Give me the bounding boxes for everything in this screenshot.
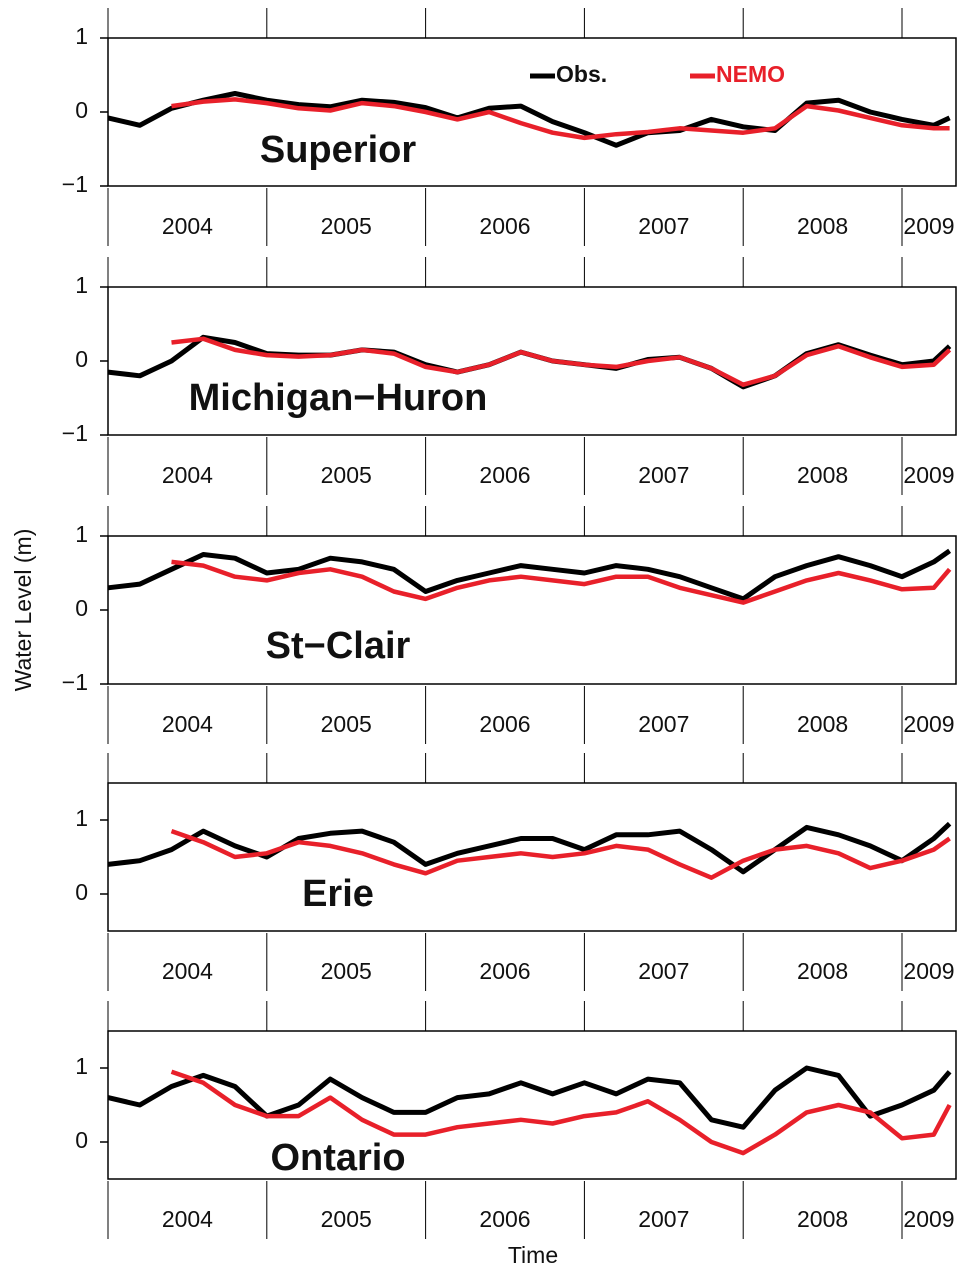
x-tick-label: 2006 [479,462,530,488]
x-tick-label: 2009 [903,1206,954,1232]
y-tick-label: 0 [75,879,88,905]
x-tick-label: 2008 [797,213,848,239]
panel-title: Erie [302,873,374,915]
x-tick-label: 2004 [162,711,213,737]
x-tick-label: 2006 [479,213,530,239]
y-tick-label: 0 [75,97,88,123]
x-tick-label: 2005 [321,1206,372,1232]
y-tick-label: 1 [75,805,88,831]
x-tick-label: 2007 [638,462,689,488]
x-tick-label: 2009 [903,462,954,488]
panel-title: Superior [260,129,416,171]
y-tick-label: −1 [62,420,88,446]
y-tick-label: −1 [62,171,88,197]
y-tick-label: 1 [75,272,88,298]
y-tick-label: 1 [75,1053,88,1079]
legend-label: Obs. [556,61,607,87]
plot-frame [107,1030,957,1180]
x-tick-label: 2004 [162,213,213,239]
plot-frame [107,37,957,187]
legend-label: NEMO [716,61,785,87]
series-line [170,828,951,880]
x-tick-label: 2009 [903,958,954,984]
x-tick-label: 2006 [479,711,530,737]
x-tick-label: 2008 [797,958,848,984]
x-tick-label: 2008 [797,462,848,488]
series-line [171,336,952,387]
y-tick-label: 1 [75,521,88,547]
series-line [171,559,952,605]
series-line [107,821,952,875]
y-tick-label: 0 [75,346,88,372]
x-tick-label: 2007 [638,213,689,239]
panel-title: St−Clair [266,625,411,667]
plot-frame [107,286,957,436]
x-tick-label: 2007 [638,958,689,984]
y-tick-label: 0 [75,595,88,621]
x-tick-label: 2006 [479,1206,530,1232]
x-tick-label: 2004 [162,462,213,488]
plot-frame [107,782,957,932]
x-tick-label: 2005 [321,958,372,984]
x-tick-label: 2005 [321,711,372,737]
y-tick-label: 0 [75,1127,88,1153]
panel-title: Ontario [270,1137,405,1179]
series-line [107,548,952,602]
x-tick-label: 2009 [903,213,954,239]
series-line [107,91,951,148]
x-tick-label: 2007 [638,1206,689,1232]
x-tick-label: 2004 [162,1206,213,1232]
y-tick-label: −1 [62,669,88,695]
series-line [171,97,950,141]
plot-frame [107,535,957,685]
x-tick-label: 2005 [321,462,372,488]
y-tick-label: 1 [75,23,88,49]
series-line [170,1069,952,1156]
series-line [107,1065,952,1130]
panel-title: Michigan−Huron [189,377,488,419]
x-tick-label: 2007 [638,711,689,737]
x-tick-label: 2009 [903,711,954,737]
x-tick-label: 2008 [797,711,848,737]
x-tick-label: 2005 [321,213,372,239]
x-axis-label: Time [508,1242,558,1268]
x-tick-label: 2004 [162,958,213,984]
x-tick-label: 2006 [479,958,530,984]
y-axis-label: Water Level (m) [10,529,36,692]
x-tick-label: 2008 [797,1206,848,1232]
